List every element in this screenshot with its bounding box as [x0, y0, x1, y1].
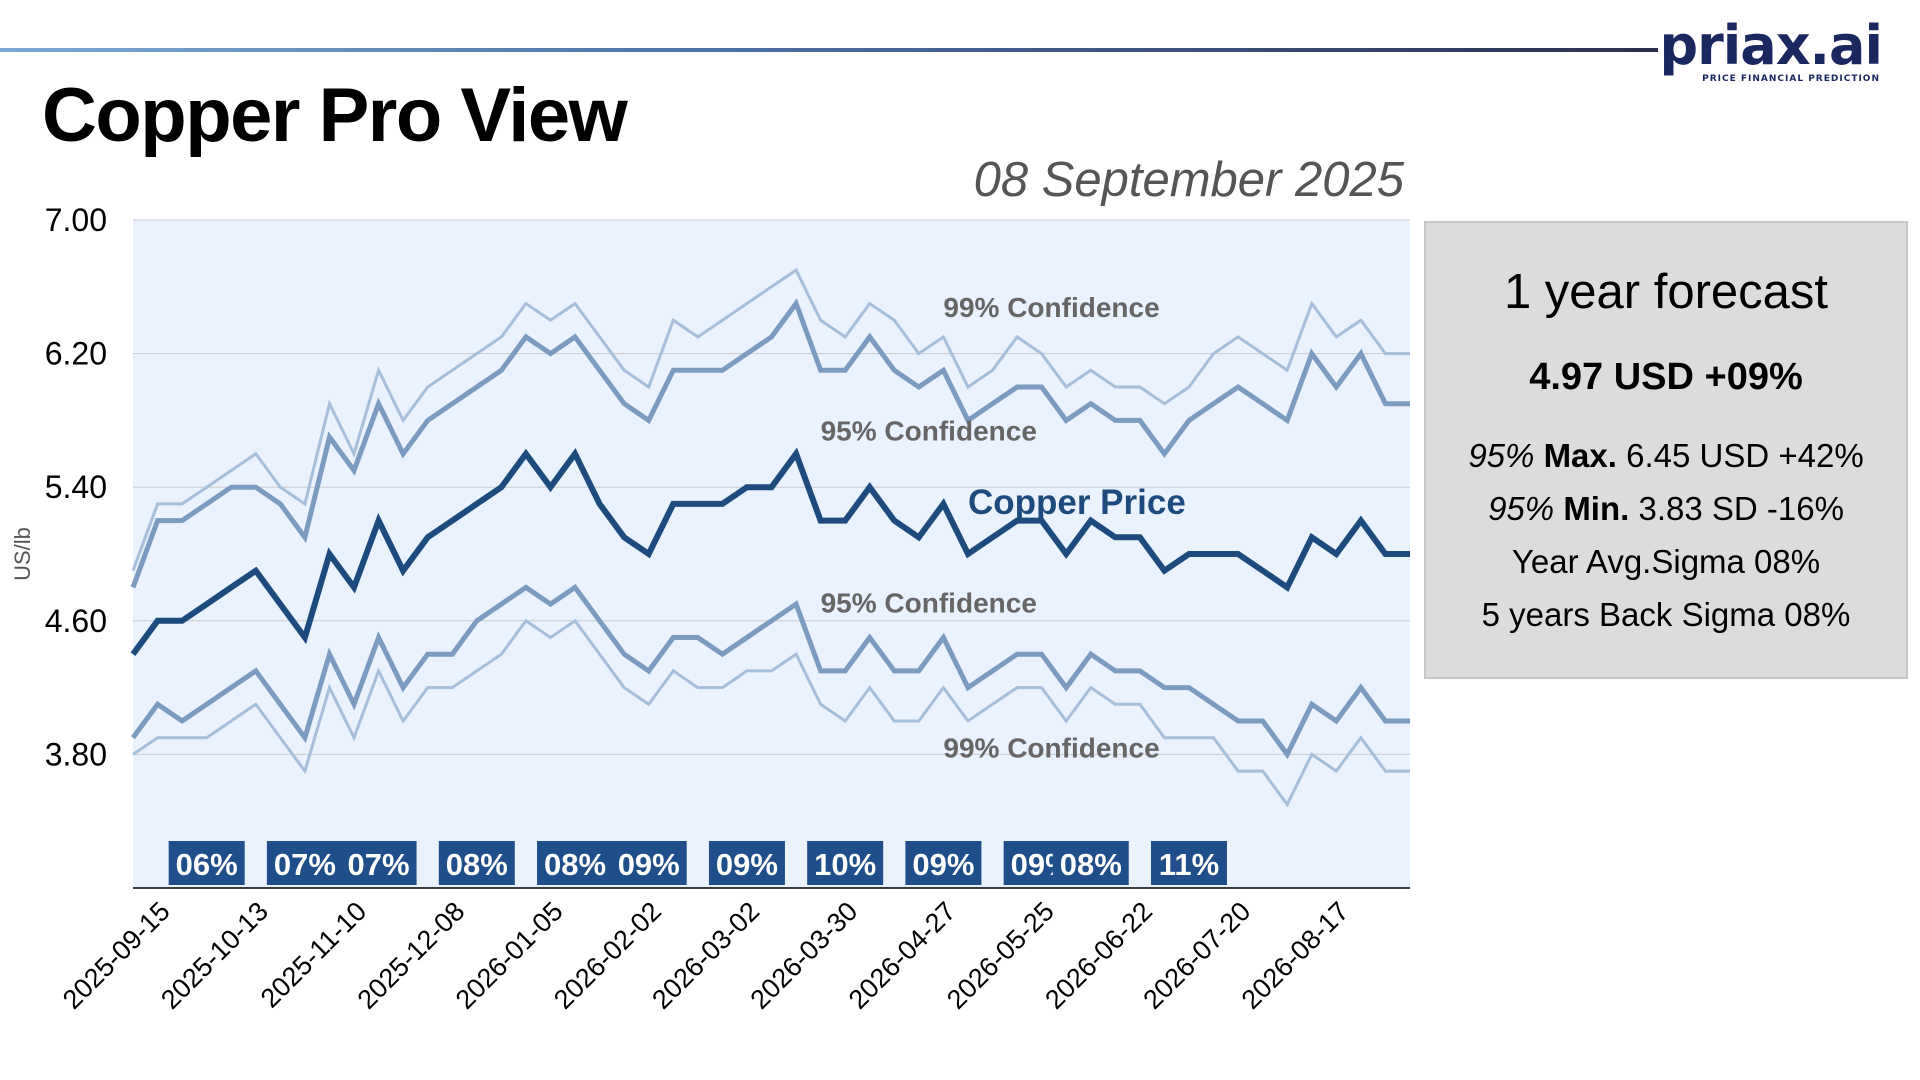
sigma-badge-box	[905, 841, 982, 885]
report-date: 08 September 2025	[973, 153, 1404, 207]
sigma-badge-box	[610, 841, 687, 885]
sigma-badge: 06%	[168, 841, 245, 885]
sigma-badge-box	[807, 841, 884, 885]
min-label: Min.	[1563, 490, 1630, 527]
sigma-badge-label: 09%	[618, 847, 680, 882]
min-value: 3.83 SD -16%	[1638, 490, 1844, 527]
sigma-badge: 09%	[610, 841, 687, 885]
logo-text: priax.ai	[1659, 14, 1883, 77]
line-label-lower99: 99% Confidence	[943, 733, 1159, 764]
page-title: Copper Pro View	[42, 73, 628, 158]
sigma-badge: 09%	[905, 841, 982, 885]
forecast-main-value: 4.97 USD +09%	[1529, 356, 1803, 398]
sigma-badge-box	[168, 841, 245, 885]
brand-logo: priax.ai PRICE FINANCIAL PREDICTION	[1659, 14, 1883, 85]
series-line-upper99	[131, 267, 1410, 572]
sigma-badge: 11%	[1150, 841, 1227, 885]
sigma-badge-label: 08%	[544, 847, 606, 882]
sigma-badge-box	[340, 841, 417, 885]
sigma-badge: 08%	[1052, 841, 1129, 885]
max-label: Max.	[1543, 437, 1617, 474]
sigma-badges: 06% 07% 07% 08% 08% 09% 09% 10% 09% 09%08% 11%	[168, 841, 1227, 885]
logo-tagline: PRICE FINANCIAL PREDICTION	[1702, 74, 1880, 84]
sigma-badge: 08%	[438, 841, 515, 885]
x-tick-label: 2026-08-17	[1236, 896, 1355, 1015]
sigma-badge-label: 10%	[814, 847, 876, 882]
sigma-badge-box	[438, 841, 515, 885]
sigma-badge-box	[266, 841, 343, 885]
sigma-badge-label: 07%	[274, 847, 336, 882]
sigma-badge: 07%	[266, 841, 343, 885]
max-value: 6.45 USD +42%	[1626, 437, 1864, 474]
series-line-lower99	[132, 618, 1410, 808]
sigma-badge-label: 06%	[176, 847, 238, 882]
line-label-upper95: 95% Confidence	[821, 415, 1037, 446]
y-axis-tick-labels: 7.00 6.20 5.40 4.60 3.80	[45, 202, 107, 772]
line-label-lower95: 95% Confidence	[821, 587, 1037, 618]
header-rule	[0, 48, 1658, 52]
sigma-badge-label: 08%	[446, 847, 508, 882]
sigma-badge: 07%	[340, 841, 417, 885]
sigma-badge-label: 08%	[1060, 847, 1122, 882]
sigma-badge-label: 09%	[912, 847, 974, 882]
y-tick-label: 4.60	[45, 603, 107, 639]
series-line-price	[130, 447, 1410, 656]
sigma-badge-label: 07%	[348, 847, 410, 882]
sigma-badge-box	[1052, 841, 1129, 885]
back-sigma: 5 years Back Sigma 08%	[1481, 596, 1851, 633]
series-line-upper95	[130, 298, 1410, 589]
sigma-badge-box	[708, 841, 785, 885]
x-axis-tick-labels: 2025-09-152025-10-132025-11-102025-12-08…	[57, 896, 1355, 1015]
forecast-chart: 7.00 6.20 5.40 4.60 3.80 US/lb 99% Confidenc…	[10, 202, 1410, 1015]
sigma-badge: 08%	[537, 841, 614, 885]
sigma-badge: 10%	[807, 841, 884, 885]
sigma-badge-label: 09%	[716, 847, 778, 882]
forecast-max-line: 95% Max. 6.45 USD +42%	[1426, 429, 1906, 482]
y-tick-label: 5.40	[45, 469, 107, 505]
y-tick-label: 7.00	[45, 202, 107, 238]
line-label-upper99: 99% Confidence	[943, 292, 1159, 323]
year-avg-sigma: Year Avg.Sigma 08%	[1511, 543, 1821, 580]
series-lines	[130, 267, 1410, 808]
y-tick-label: 3.80	[45, 736, 107, 772]
line-labels: 99% Confidence 95% Confidence Copper Price…	[821, 292, 1186, 764]
sigma-badge-box	[1150, 841, 1227, 885]
min-confidence-prefix: 95%	[1488, 490, 1555, 527]
forecast-min-line: 95% Min. 3.83 SD -16%	[1426, 482, 1906, 535]
x-tick-label: 2025-10-13	[155, 896, 274, 1015]
y-tick-label: 6.20	[45, 336, 107, 372]
forecast-summary-panel: 1 year forecast 4.97 USD +09% 95% Max. 6…	[1424, 221, 1908, 679]
y-axis-label: US/lb	[10, 527, 35, 581]
line-label-price: Copper Price	[968, 483, 1186, 522]
sigma-badge-box	[537, 841, 614, 885]
sigma-badge: 09%	[708, 841, 785, 885]
forecast-title: 1 year forecast	[1503, 265, 1829, 319]
sigma-badge-label: 11%	[1159, 847, 1219, 882]
max-confidence-prefix: 95%	[1468, 437, 1535, 474]
series-line-lower95	[130, 583, 1410, 760]
